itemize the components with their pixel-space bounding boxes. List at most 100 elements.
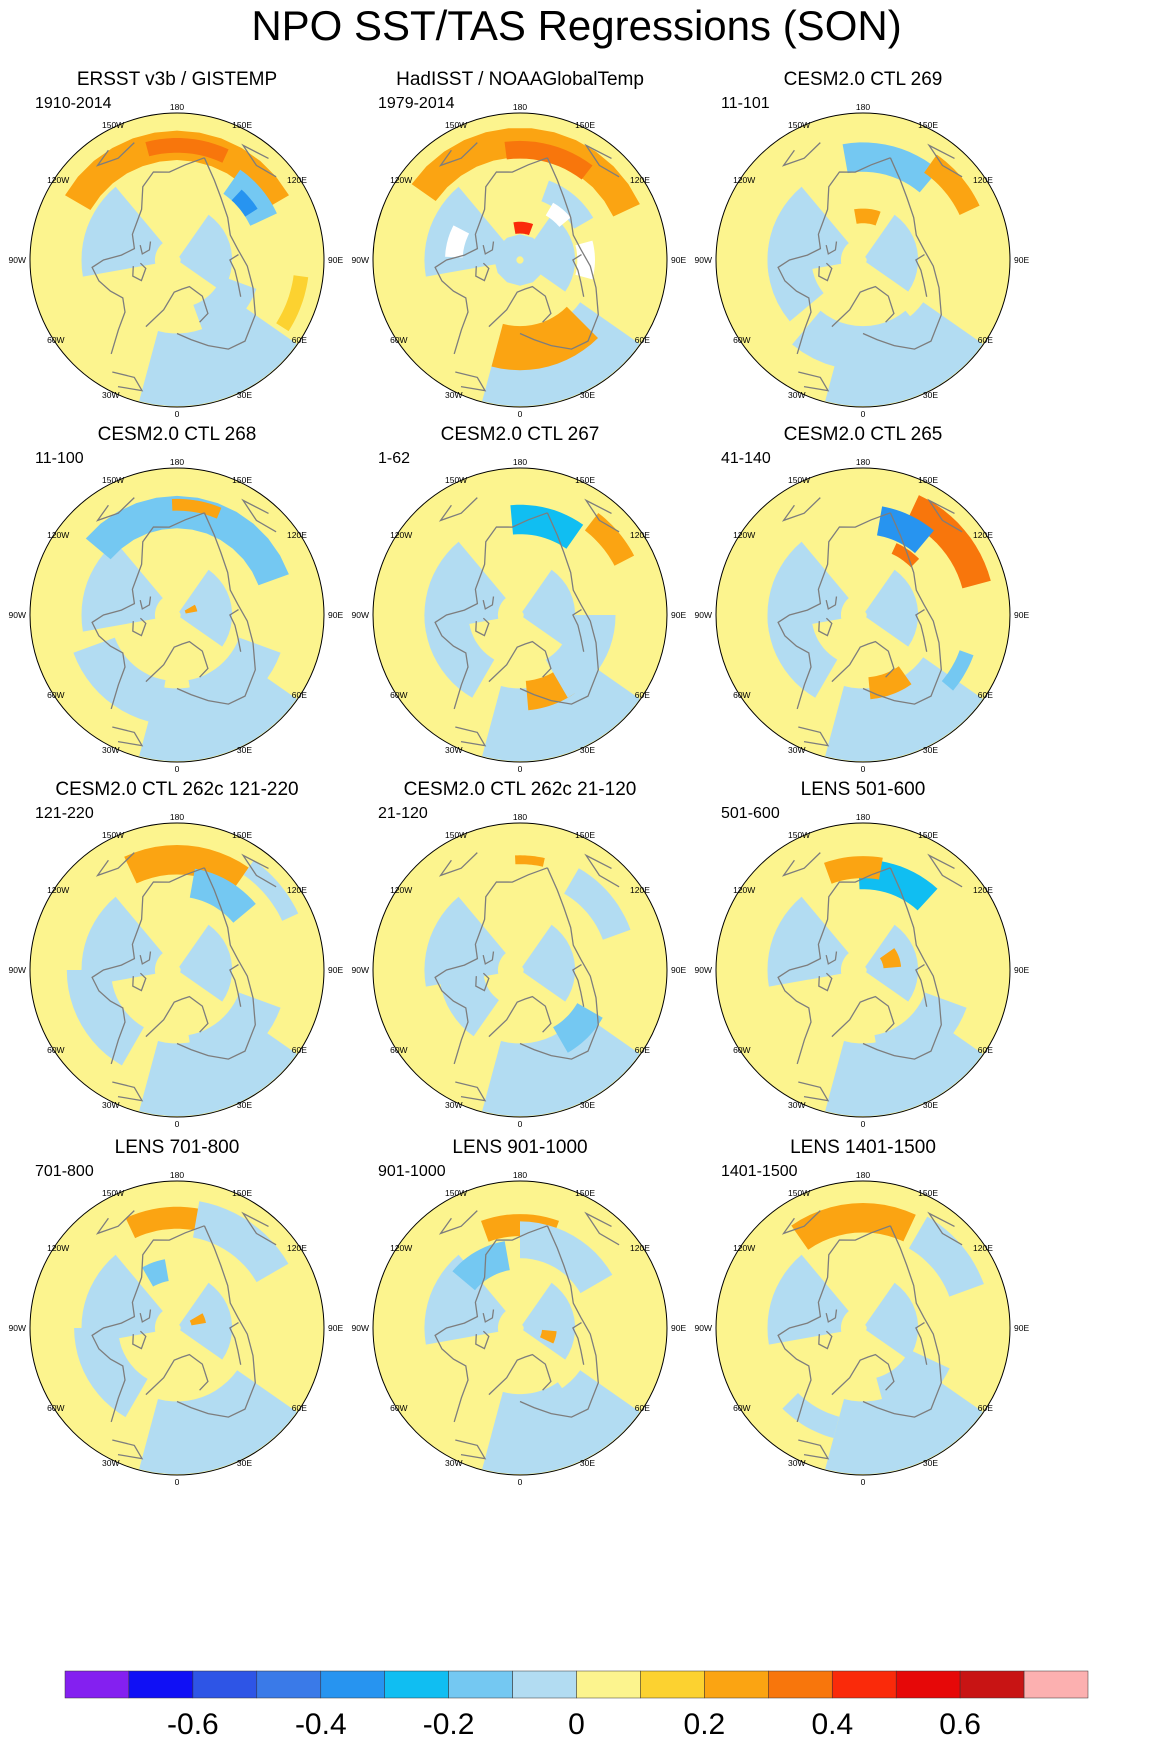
missing-data: [445, 225, 470, 258]
longitude-label: 60E: [978, 690, 993, 700]
coastline: [584, 1211, 620, 1246]
coastline: [927, 498, 963, 533]
coastline: [132, 972, 147, 992]
anomaly-contour: [188, 992, 281, 1079]
coastline: [139, 241, 152, 255]
longitude-label: 180: [170, 457, 184, 467]
map-panel: CESM2.0 CTL 267 1-62 180 150E 120E 90E 60E 30E 0…: [352, 424, 687, 774]
coastline: [229, 254, 242, 297]
map-panel: CESM2.0 CTL 262c 21-120 21-120 180 150E 120E…: [352, 779, 687, 1129]
coastline: [482, 241, 495, 255]
anomaly-contour: [276, 275, 309, 332]
longitude-label: 90W: [352, 965, 369, 975]
coastline: [91, 1225, 205, 1423]
map-panel: LENS 901-1000 901-1000 180 150E 120E 90E 60E 30…: [352, 1137, 687, 1487]
coastline: [139, 951, 152, 965]
coastline: [145, 1353, 209, 1396]
longitude-label: 120W: [390, 530, 412, 540]
longitude-label: 120E: [287, 885, 307, 895]
coastline: [927, 853, 963, 888]
longitude-label: 90E: [671, 1323, 686, 1333]
coastline: [798, 1081, 830, 1102]
longitude-label: 180: [513, 457, 527, 467]
coastline: [818, 262, 833, 282]
longitude-label: 30E: [923, 390, 938, 400]
map-panel: CESM2.0 CTL 262c 121-220 121-220 180 150E 12…: [9, 779, 344, 1129]
longitude-label: 120W: [733, 885, 755, 895]
field-band: [865, 214, 919, 292]
longitude-label: 150E: [575, 120, 595, 130]
anomaly-contour: [439, 949, 499, 1037]
field-band: [482, 657, 640, 762]
coastline: [825, 1309, 838, 1323]
longitude-label: 60W: [390, 335, 407, 345]
coastline: [434, 1225, 548, 1423]
colorbar-tick-label: 0.6: [939, 1708, 981, 1741]
missing-data: [545, 202, 571, 227]
colorbar-swatch: [832, 1670, 897, 1699]
panel-period: 21-120: [378, 805, 428, 822]
coastline: [798, 726, 830, 747]
longitude-label: 150W: [788, 830, 810, 840]
coastline: [241, 498, 277, 533]
anomaly-contour: [874, 992, 967, 1079]
colorbar-swatch: [64, 1670, 130, 1699]
longitude-label: 150W: [102, 830, 124, 840]
longitude-label: 180: [513, 1170, 527, 1180]
longitude-label: 30W: [102, 1458, 119, 1468]
colorbar-swatch: [1023, 1670, 1089, 1699]
longitude-label: 60E: [978, 1403, 993, 1413]
anomaly-contour: [908, 1216, 984, 1297]
longitude-label: 30E: [237, 1458, 252, 1468]
field-band: [179, 569, 233, 647]
coastline: [95, 497, 135, 522]
coastline: [95, 142, 135, 167]
map-rim: [715, 112, 1011, 408]
coastline: [145, 640, 209, 683]
map-field: [716, 113, 1010, 407]
longitude-label: 0: [861, 764, 866, 774]
longitude-label: 120E: [287, 530, 307, 540]
longitude-label: 60W: [733, 690, 750, 700]
coastline: [475, 1330, 490, 1350]
anomaly-contour: [564, 868, 631, 940]
field-band: [139, 302, 297, 407]
anomaly-contour: [171, 498, 222, 519]
coastline: [241, 853, 277, 888]
longitude-label: 90W: [9, 255, 26, 265]
longitude-label: 150E: [232, 1188, 252, 1198]
coastline: [798, 371, 830, 392]
longitude-label: 0: [861, 1477, 866, 1487]
anomaly-contour: [74, 1328, 148, 1418]
coastline: [475, 972, 490, 992]
panel-period: 11-101: [721, 95, 770, 112]
field-band: [865, 1282, 919, 1360]
coastline: [438, 497, 478, 522]
longitude-label: 150E: [918, 120, 938, 130]
coastline: [915, 254, 928, 297]
longitude-label: 60E: [635, 1045, 650, 1055]
map-rim: [715, 822, 1011, 1118]
longitude-label: 150W: [445, 475, 467, 485]
coastline: [781, 497, 821, 522]
colorbar-swatch: [895, 1670, 961, 1699]
coastline: [229, 609, 242, 652]
anomaly-contour: [792, 310, 934, 371]
coastline: [229, 964, 242, 1007]
coastline: [818, 972, 833, 992]
coastline: [777, 157, 891, 355]
panel-period: 11-100: [35, 450, 84, 467]
longitude-label: 180: [170, 812, 184, 822]
panel-title: CESM2.0 CTL 268: [98, 424, 257, 445]
anomaly-contour: [541, 180, 594, 229]
map-rim: [29, 467, 325, 763]
coastline: [927, 143, 963, 178]
longitude-label: 120W: [390, 885, 412, 895]
longitude-label: 0: [518, 1119, 523, 1129]
panel-title: CESM2.0 CTL 265: [784, 424, 943, 445]
field-band: [139, 1370, 297, 1475]
longitude-label: 60E: [978, 1045, 993, 1055]
longitude-label: 60W: [390, 1403, 407, 1413]
longitude-label: 90E: [671, 965, 686, 975]
longitude-label: 120E: [973, 530, 993, 540]
